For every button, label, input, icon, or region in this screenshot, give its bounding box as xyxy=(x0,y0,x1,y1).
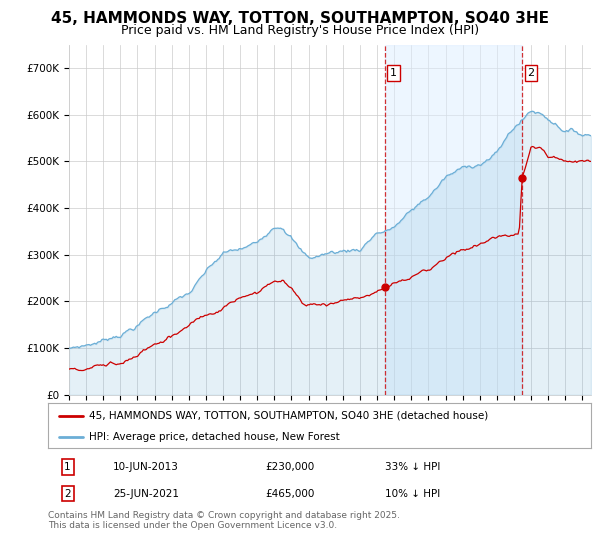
Text: 10% ↓ HPI: 10% ↓ HPI xyxy=(385,489,440,499)
Text: £465,000: £465,000 xyxy=(265,489,314,499)
Text: £230,000: £230,000 xyxy=(265,462,314,472)
Text: 1: 1 xyxy=(64,462,71,472)
Bar xyxy=(385,45,522,395)
Text: 10-JUN-2013: 10-JUN-2013 xyxy=(113,462,179,472)
Text: 1: 1 xyxy=(390,68,397,78)
Text: HPI: Average price, detached house, New Forest: HPI: Average price, detached house, New … xyxy=(89,432,340,442)
Text: 2: 2 xyxy=(64,489,71,499)
Text: 45, HAMMONDS WAY, TOTTON, SOUTHAMPTON, SO40 3HE: 45, HAMMONDS WAY, TOTTON, SOUTHAMPTON, S… xyxy=(51,11,549,26)
Text: 2: 2 xyxy=(527,68,535,78)
Text: Contains HM Land Registry data © Crown copyright and database right 2025.
This d: Contains HM Land Registry data © Crown c… xyxy=(48,511,400,530)
Text: 45, HAMMONDS WAY, TOTTON, SOUTHAMPTON, SO40 3HE (detached house): 45, HAMMONDS WAY, TOTTON, SOUTHAMPTON, S… xyxy=(89,410,488,421)
Text: 25-JUN-2021: 25-JUN-2021 xyxy=(113,489,179,499)
Text: Price paid vs. HM Land Registry's House Price Index (HPI): Price paid vs. HM Land Registry's House … xyxy=(121,24,479,36)
Text: 33% ↓ HPI: 33% ↓ HPI xyxy=(385,462,440,472)
